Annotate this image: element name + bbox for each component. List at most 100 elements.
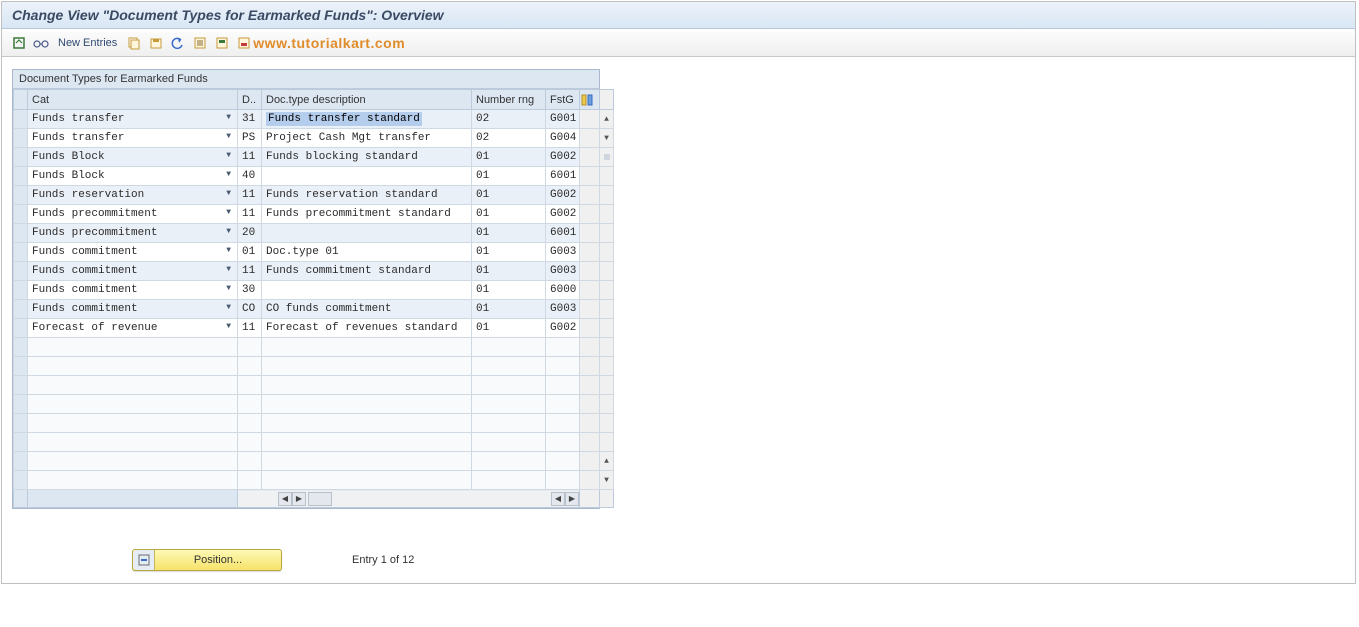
cell-cat[interactable] <box>28 452 238 471</box>
cell-number-range[interactable]: 01 <box>472 186 546 205</box>
cell-number-range[interactable] <box>472 452 546 471</box>
cell-doctype[interactable]: 11 <box>238 148 262 167</box>
cell-description[interactable] <box>262 414 472 433</box>
cell-fstg[interactable]: G003 <box>546 262 580 281</box>
cell-cat[interactable]: Funds commitment▼ <box>28 300 238 319</box>
col-header-cat[interactable]: Cat <box>28 90 238 110</box>
cell-description[interactable] <box>262 224 472 243</box>
cell-description[interactable] <box>262 433 472 452</box>
hscroll-right-icon[interactable]: ▶ <box>292 492 306 506</box>
row-selector[interactable] <box>14 243 28 262</box>
hscroll-left-end-icon[interactable]: ◀ <box>551 492 565 506</box>
hscroll-thumb[interactable] <box>308 492 332 506</box>
copy-icon[interactable] <box>125 34 143 52</box>
cell-doctype[interactable] <box>238 395 262 414</box>
cell-cat[interactable]: Funds transfer▼ <box>28 110 238 129</box>
row-selector[interactable] <box>14 129 28 148</box>
cell-cat[interactable] <box>28 357 238 376</box>
row-selector[interactable] <box>14 471 28 490</box>
dropdown-icon[interactable]: ▼ <box>226 189 231 198</box>
cell-doctype[interactable] <box>238 338 262 357</box>
vscroll-down-icon[interactable]: ▼ <box>600 471 614 490</box>
cell-number-range[interactable]: 01 <box>472 224 546 243</box>
cell-cat[interactable] <box>28 376 238 395</box>
row-selector[interactable] <box>14 110 28 129</box>
cell-description[interactable]: Funds reservation standard <box>262 186 472 205</box>
cell-doctype[interactable]: 20 <box>238 224 262 243</box>
row-selector[interactable] <box>14 281 28 300</box>
cell-fstg[interactable]: G003 <box>546 243 580 262</box>
dropdown-icon[interactable]: ▼ <box>226 227 231 236</box>
cell-doctype[interactable] <box>238 414 262 433</box>
select-all-icon[interactable] <box>191 34 209 52</box>
cell-doctype[interactable]: 40 <box>238 167 262 186</box>
vscroll-track[interactable] <box>600 433 614 452</box>
cell-number-range[interactable]: 02 <box>472 110 546 129</box>
cell-number-range[interactable]: 01 <box>472 300 546 319</box>
row-selector[interactable] <box>14 167 28 186</box>
cell-doctype[interactable]: 01 <box>238 243 262 262</box>
cell-cat[interactable]: Funds commitment▼ <box>28 281 238 300</box>
undo-icon[interactable] <box>169 34 187 52</box>
cell-description[interactable]: Funds commitment standard <box>262 262 472 281</box>
col-header-nr[interactable]: Number rng <box>472 90 546 110</box>
dropdown-icon[interactable]: ▼ <box>226 284 231 293</box>
row-selector[interactable] <box>14 224 28 243</box>
cell-fstg[interactable]: G001 <box>546 110 580 129</box>
corner-cell[interactable] <box>14 90 28 110</box>
cell-description[interactable]: Funds blocking standard <box>262 148 472 167</box>
cell-description[interactable]: Doc.type 01 <box>262 243 472 262</box>
cell-description[interactable] <box>262 281 472 300</box>
glasses-icon[interactable] <box>32 34 50 52</box>
row-selector[interactable] <box>14 186 28 205</box>
vscroll-up-icon[interactable]: ▲ <box>600 110 614 129</box>
row-selector[interactable] <box>14 338 28 357</box>
hscroll-right-end-icon[interactable]: ▶ <box>565 492 579 506</box>
cell-fstg[interactable]: G004 <box>546 129 580 148</box>
cell-fstg[interactable]: 6001 <box>546 167 580 186</box>
cell-number-range[interactable]: 02 <box>472 129 546 148</box>
cell-description[interactable] <box>262 376 472 395</box>
vscroll-track[interactable] <box>600 300 614 319</box>
cell-doctype[interactable] <box>238 452 262 471</box>
cell-cat[interactable]: Funds reservation▼ <box>28 186 238 205</box>
cell-cat[interactable] <box>28 433 238 452</box>
cell-doctype[interactable]: 30 <box>238 281 262 300</box>
cell-cat[interactable]: Funds precommitment▼ <box>28 224 238 243</box>
deselect-icon[interactable] <box>235 34 253 52</box>
vscroll-down-step-icon[interactable]: ▼ <box>600 129 614 148</box>
vscroll-track[interactable] <box>600 167 614 186</box>
vscroll-track[interactable] <box>600 319 614 338</box>
dropdown-icon[interactable]: ▼ <box>226 246 231 255</box>
cell-number-range[interactable]: 01 <box>472 281 546 300</box>
row-selector[interactable] <box>14 452 28 471</box>
cell-fstg[interactable] <box>546 338 580 357</box>
cell-fstg[interactable] <box>546 471 580 490</box>
cell-number-range[interactable] <box>472 357 546 376</box>
save-variant-icon[interactable] <box>147 34 165 52</box>
dropdown-icon[interactable]: ▼ <box>226 265 231 274</box>
cell-cat[interactable] <box>28 338 238 357</box>
cell-doctype[interactable]: 11 <box>238 262 262 281</box>
cell-number-range[interactable]: 01 <box>472 148 546 167</box>
cell-number-range[interactable] <box>472 338 546 357</box>
row-selector[interactable] <box>14 262 28 281</box>
dropdown-icon[interactable]: ▼ <box>226 322 231 331</box>
cell-cat[interactable]: Funds transfer▼ <box>28 129 238 148</box>
col-header-desc[interactable]: Doc.type description <box>262 90 472 110</box>
cell-fstg[interactable] <box>546 452 580 471</box>
cell-cat[interactable]: Forecast of revenue▼ <box>28 319 238 338</box>
cell-cat[interactable]: Funds commitment▼ <box>28 262 238 281</box>
cell-fstg[interactable]: 6001 <box>546 224 580 243</box>
row-selector[interactable] <box>14 300 28 319</box>
cell-cat[interactable]: Funds Block▼ <box>28 167 238 186</box>
cell-doctype[interactable]: 11 <box>238 319 262 338</box>
vscroll-track[interactable] <box>600 186 614 205</box>
position-button[interactable]: Position... <box>132 549 282 571</box>
vscroll-track[interactable] <box>600 357 614 376</box>
cell-number-range[interactable] <box>472 433 546 452</box>
cell-doctype[interactable] <box>238 376 262 395</box>
dropdown-icon[interactable]: ▼ <box>226 151 231 160</box>
cell-fstg[interactable]: G002 <box>546 319 580 338</box>
vscroll-track[interactable] <box>600 262 614 281</box>
